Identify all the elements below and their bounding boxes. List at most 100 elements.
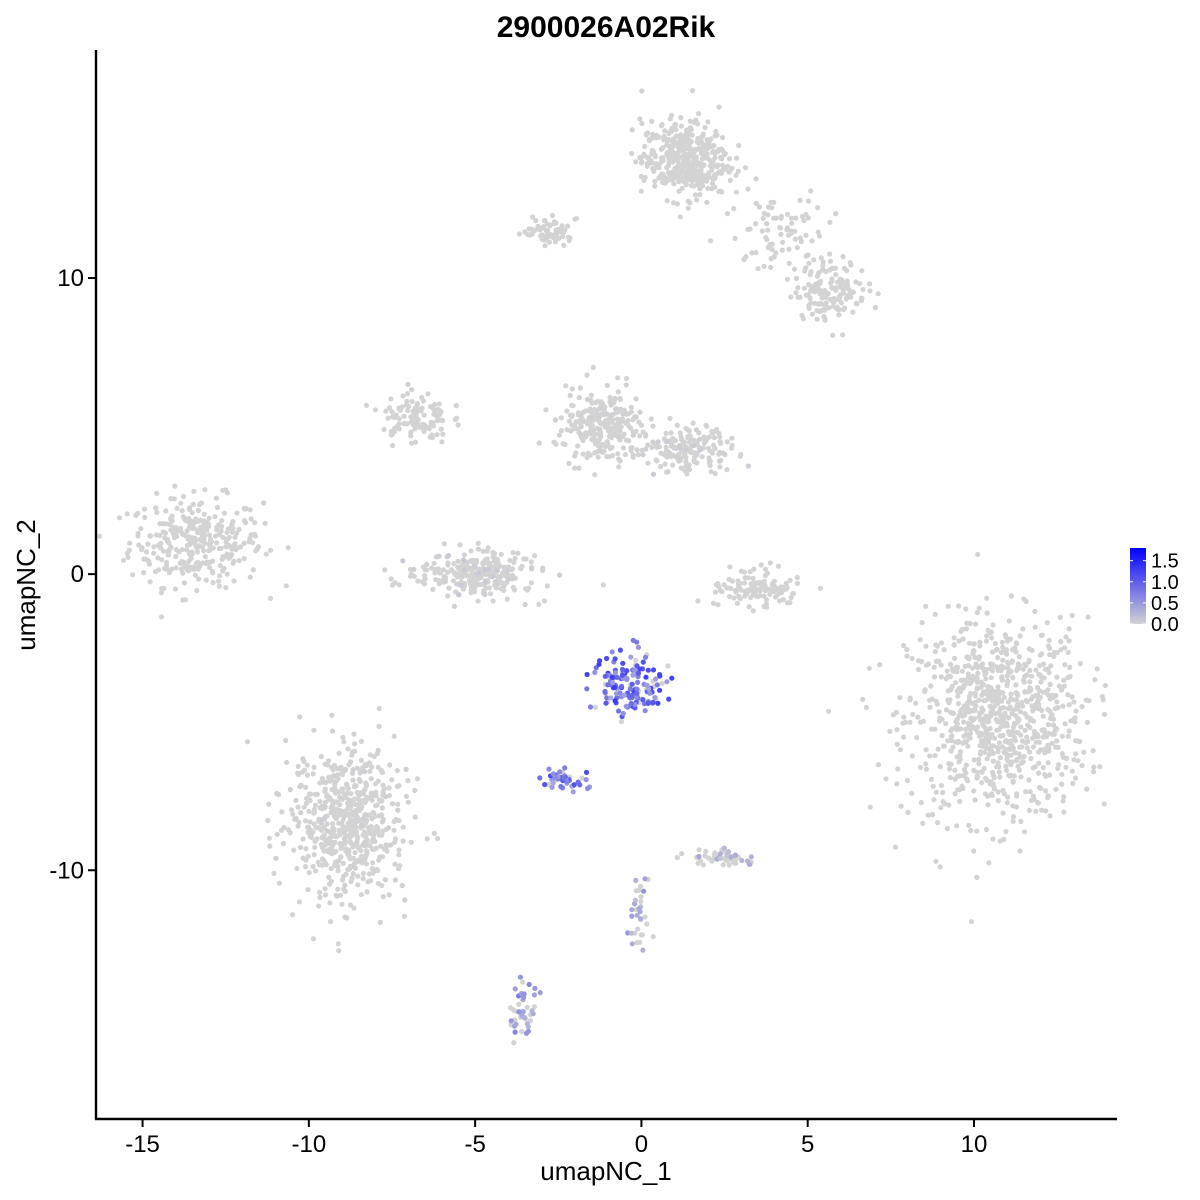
cell-point (914, 735, 920, 741)
cell-point (867, 281, 873, 287)
cell-point (1083, 697, 1089, 703)
cell-point (986, 718, 992, 725)
cell-point (336, 750, 342, 756)
cell-point (708, 136, 714, 142)
cell-point (180, 514, 186, 520)
cell-point (436, 553, 442, 559)
cell-point (925, 812, 931, 818)
cell-point (335, 766, 341, 772)
cell-point (96, 533, 103, 539)
cell-point (866, 665, 872, 671)
cell-point (771, 199, 777, 205)
cell-point (632, 897, 639, 903)
cell-point (396, 852, 402, 858)
cell-point (1005, 728, 1012, 735)
cell-point (836, 307, 842, 313)
cell-point (1013, 721, 1019, 727)
cell-point (963, 626, 970, 632)
cell-point (875, 762, 882, 768)
cell-point (289, 912, 296, 918)
cell-point (347, 831, 353, 837)
cell-point (584, 372, 590, 378)
cell-point (414, 776, 420, 782)
cell-point (363, 402, 369, 408)
cell-point (383, 408, 389, 414)
cell-point (331, 787, 337, 793)
cell-point (983, 826, 990, 833)
cell-point (704, 151, 710, 157)
cell-point (1009, 658, 1016, 664)
cell-point (369, 797, 375, 803)
cell-point (1023, 740, 1029, 746)
cell-point (784, 276, 791, 282)
cell-point (726, 862, 732, 868)
cell-point (382, 877, 388, 883)
cell-point (639, 88, 645, 94)
cell-point (887, 728, 893, 735)
cell-point (452, 417, 458, 423)
cell-point (446, 552, 452, 559)
cell-point (1101, 711, 1107, 718)
cell-point (610, 453, 616, 459)
cell-point (931, 797, 937, 803)
cell-point (341, 791, 347, 797)
cell-point (618, 719, 625, 725)
cell-point (691, 442, 697, 448)
cell-point (630, 432, 636, 438)
cell-point (675, 163, 681, 169)
cell-point (966, 822, 972, 828)
cell-point (623, 703, 629, 709)
cell-point (351, 905, 357, 911)
cell-point (254, 546, 260, 552)
cell-point (620, 710, 626, 717)
cell-point (934, 643, 941, 649)
cell-point (403, 766, 409, 773)
cell-point (188, 564, 194, 570)
cell-point (741, 569, 748, 575)
cell-point (161, 585, 167, 592)
cell-point (697, 447, 703, 453)
cell-point (979, 732, 985, 738)
cell-point (790, 591, 796, 597)
cell-point (442, 579, 448, 585)
cell-point (629, 150, 635, 157)
cell-point (986, 860, 992, 866)
cell-point (633, 396, 639, 402)
cell-point (504, 596, 510, 602)
cell-point (493, 585, 499, 591)
cell-point (536, 440, 542, 446)
cell-point (712, 172, 719, 178)
cell-point (946, 802, 952, 808)
cell-point (219, 556, 225, 562)
cell-point (302, 818, 309, 824)
cell-point (367, 827, 373, 833)
cell-point (484, 556, 490, 562)
cell-point (747, 226, 753, 232)
cell-point (685, 198, 691, 204)
cell-point (685, 205, 691, 211)
cell-point (654, 444, 660, 450)
cell-point (1024, 734, 1030, 740)
cell-point (717, 855, 724, 861)
cell-point (678, 123, 685, 129)
cell-point (1022, 673, 1028, 680)
cell-point (867, 804, 873, 810)
cell-point (860, 286, 866, 293)
cell-point (703, 422, 709, 428)
cell-point (1018, 774, 1024, 780)
cell-point (955, 787, 961, 793)
cell-point (310, 863, 316, 870)
cell-point (706, 140, 712, 146)
cell-point (697, 186, 703, 192)
cell-point (1036, 663, 1043, 669)
cell-point (793, 275, 800, 282)
cell-point (688, 173, 695, 179)
cell-point (420, 564, 426, 570)
cell-point (351, 731, 357, 737)
cell-point (1045, 722, 1051, 728)
cell-point (860, 696, 866, 703)
cell-point (191, 488, 197, 494)
cell-point (827, 219, 833, 225)
